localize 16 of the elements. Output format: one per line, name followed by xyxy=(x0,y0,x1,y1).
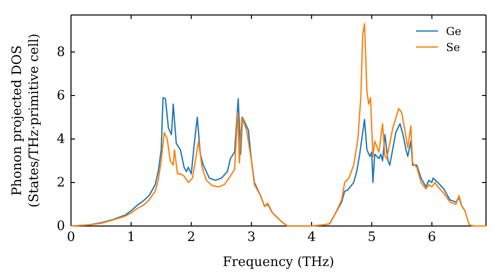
x-tick-label: 5 xyxy=(368,230,376,246)
x-tick-label: 6 xyxy=(428,230,436,246)
legend-label: Ge xyxy=(446,25,462,38)
y-axis-title: Phonon projected DOS (States/THz·primitive cell) xyxy=(10,33,42,208)
x-tick-label: 4 xyxy=(307,230,316,246)
x-tick-label: 1 xyxy=(127,230,136,246)
x-tick-label: 0 xyxy=(66,230,76,246)
x-tick-label: 3 xyxy=(247,230,256,246)
y-tick-label: 0 xyxy=(56,219,65,234)
y-tick-label: 8 xyxy=(56,45,65,60)
y-tick-label: 6 xyxy=(56,88,65,104)
y-tick-label: 4 xyxy=(56,132,65,148)
x-tick-label: 2 xyxy=(187,230,196,246)
y-tick-label: 2 xyxy=(56,176,65,191)
legend-label: Se xyxy=(446,41,460,54)
x-axis-title: Frequency (THz) xyxy=(222,255,334,270)
